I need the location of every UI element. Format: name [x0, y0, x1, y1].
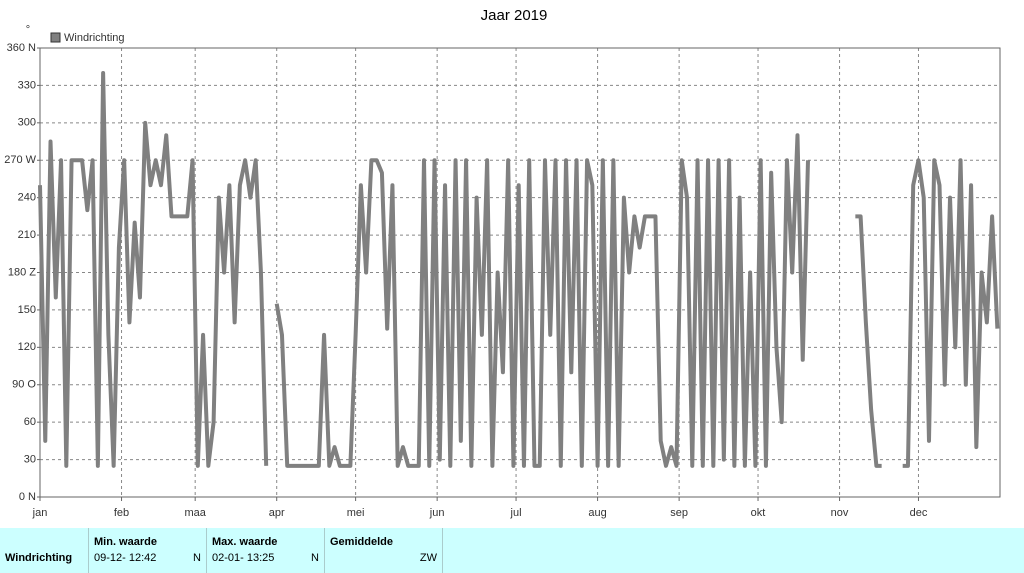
x-tick-label: okt: [751, 507, 766, 519]
cell: Min. waarde 09-12- 12:42 N: [89, 528, 207, 573]
x-tick-label: jan: [32, 507, 48, 519]
stats-table: Windrichting Min. waarde 09-12- 12:42 N Ma…: [0, 528, 1024, 573]
data-line: [38, 70, 1000, 468]
dir: ZW: [419, 552, 437, 564]
y-tick-label: 60: [24, 416, 36, 428]
col-header: Min. waarde: [94, 536, 157, 548]
col-header: Max. waarde: [212, 536, 278, 548]
cell: Gemiddelde ZW: [325, 528, 443, 573]
y-tick-label: 180 Z: [8, 266, 36, 278]
chart: Jaar 2019 ° Windrichting 0 N 30 60 90 O 120 1…: [4, 7, 1001, 519]
value: 02-01- 13:25: [212, 552, 275, 564]
y-tick-label: 30: [24, 453, 36, 465]
x-tick-label: sep: [670, 507, 688, 519]
x-tick-label: dec: [910, 507, 928, 519]
x-tick-label: apr: [269, 507, 285, 519]
y-tick-label: 90 O: [12, 379, 36, 391]
y-tick-label: 300: [18, 117, 36, 129]
y-axis-label: °: [26, 24, 30, 36]
y-tick-label: 360 N: [7, 42, 36, 54]
x-tick-label: feb: [114, 507, 129, 519]
y-tick-label: 240: [18, 192, 36, 204]
x-tick-label: nov: [831, 507, 849, 519]
dir: N: [193, 552, 201, 564]
x-tick-label: maa: [184, 507, 206, 519]
row-label-cell: Windrichting: [0, 528, 89, 573]
chart-title: Jaar 2019: [481, 7, 548, 24]
y-tick-label: 210: [18, 229, 36, 241]
legend-swatch: [50, 32, 61, 43]
col-header: Gemiddelde: [330, 536, 393, 548]
y-tick-label: 150: [18, 304, 36, 316]
row-label: Windrichting: [5, 552, 73, 564]
y-tick-label: 270 W: [4, 154, 36, 166]
dir: N: [311, 552, 319, 564]
y-tick-label: 120: [18, 341, 36, 353]
value: 09-12- 12:42: [94, 552, 157, 564]
x-tick-label: aug: [588, 507, 606, 519]
x-tick-label: jun: [429, 507, 445, 519]
y-tick-label: 0 N: [19, 491, 36, 503]
x-tick-label: jul: [510, 507, 522, 519]
x-tick-label: mei: [347, 507, 365, 519]
cell: Max. waarde 02-01- 13:25 N: [207, 528, 325, 573]
y-tick-label: 330: [18, 79, 36, 91]
legend-label: Windrichting: [64, 32, 125, 44]
